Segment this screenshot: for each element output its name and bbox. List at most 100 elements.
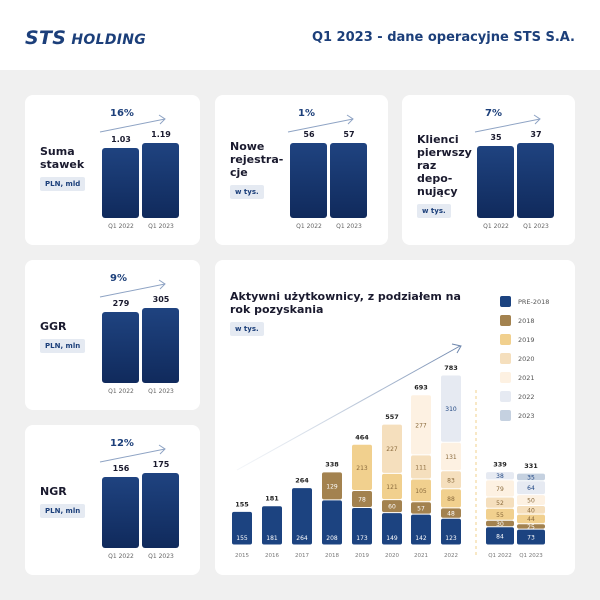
category-label: Q1 2022 xyxy=(488,553,512,559)
kpi-period-label: Q1 2023 xyxy=(523,223,549,230)
segment-label: 83 xyxy=(447,477,455,484)
kpi-value: 56 xyxy=(303,130,315,140)
kpi-value: 156 xyxy=(112,464,130,474)
legend-swatch xyxy=(500,353,511,364)
kpi-value: 35 xyxy=(490,133,502,143)
bar-segment-pre-2018 xyxy=(322,500,342,545)
bar-segment-2022 xyxy=(517,481,545,495)
segment-label: 25 xyxy=(527,524,535,531)
legend-swatch xyxy=(500,315,511,326)
kpi-bar xyxy=(517,143,554,218)
bar-segment-2018 xyxy=(382,500,402,513)
segment-label: 40 xyxy=(527,507,535,514)
bar-segment-pre-2018 xyxy=(486,527,514,545)
total-label: 338 xyxy=(325,461,339,469)
kpi-bar xyxy=(102,477,139,548)
kpi-period-label: Q1 2022 xyxy=(108,553,134,560)
legend-swatch xyxy=(500,391,511,402)
segment-label: 48 xyxy=(447,511,455,518)
bar-segment-2018 xyxy=(486,520,514,527)
segment-label: 129 xyxy=(326,483,338,490)
kpi-title: NGR xyxy=(40,485,67,498)
segment-label: 173 xyxy=(356,535,368,542)
bar-segment-pre-2018 xyxy=(441,518,461,545)
bar-segment-2020 xyxy=(486,497,514,508)
kpi-value: 305 xyxy=(152,295,170,304)
segment-label: 64 xyxy=(527,485,535,492)
category-label: 2020 xyxy=(385,553,399,559)
legend-swatch xyxy=(500,410,511,421)
segment-label: 44 xyxy=(527,516,535,523)
bar-segment-2019 xyxy=(411,479,431,502)
growth-arrow-icon xyxy=(99,279,166,298)
segment-label: 111 xyxy=(415,464,427,471)
kpi-bar xyxy=(142,473,179,548)
segment-label: 55 xyxy=(496,512,504,519)
segment-label: 123 xyxy=(445,535,457,542)
bar-segment-2020 xyxy=(517,505,545,514)
category-label: 2016 xyxy=(265,553,279,559)
logo: STS HOLDING xyxy=(25,27,147,49)
kpi-value: 175 xyxy=(152,460,170,469)
category-label: 2022 xyxy=(444,553,458,559)
legend-swatch xyxy=(500,334,511,345)
change-percent: 7% xyxy=(485,108,502,119)
bar-segment-2019 xyxy=(352,444,372,491)
kpi-period-label: Q1 2022 xyxy=(296,223,322,230)
growth-arrow-icon xyxy=(287,114,354,133)
bar-segment-2019 xyxy=(382,473,402,500)
kpi-period-label: Q1 2023 xyxy=(148,553,174,560)
legend-item: PRE-2018 xyxy=(500,292,549,311)
bar-segment-2021 xyxy=(517,495,545,505)
legend-label: PRE-2018 xyxy=(518,297,550,306)
segment-label: 121 xyxy=(386,484,398,491)
segment-label: 78 xyxy=(358,496,366,503)
chart-title: Aktywni użytkownicy, z podziałem na rok … xyxy=(230,290,461,316)
bar-segment-2018 xyxy=(441,508,461,518)
legend-swatch xyxy=(500,296,511,307)
bar-segment-2019 xyxy=(517,514,545,524)
legend-swatch xyxy=(500,372,511,383)
kpi-period-label: Q1 2022 xyxy=(108,388,134,395)
segment-label: 181 xyxy=(266,535,278,542)
segment-label: 30 xyxy=(496,521,504,528)
change-percent: 16% xyxy=(110,108,134,119)
kpi-bar xyxy=(290,143,327,218)
kpi-period-label: Q1 2023 xyxy=(148,223,174,230)
trend-arrow-head xyxy=(451,343,462,354)
segment-label: 84 xyxy=(496,533,504,540)
bar-segment-pre-2018 xyxy=(232,511,252,545)
legend-label: 2020 xyxy=(518,354,535,363)
legend-label: 2019 xyxy=(518,335,535,344)
segment-label: 52 xyxy=(496,500,504,507)
bar-segment-2022 xyxy=(441,375,461,442)
kpi-bar xyxy=(142,143,179,218)
kpi-value: 57 xyxy=(343,130,355,139)
legend-item: 2020 xyxy=(500,349,549,368)
segment-label: 310 xyxy=(445,406,457,413)
bar-segment-pre-2018 xyxy=(262,506,282,545)
kpi-bar xyxy=(142,308,179,383)
bar-segment-2018 xyxy=(411,502,431,514)
segment-label: 79 xyxy=(496,486,504,493)
bar-segment-pre-2018 xyxy=(411,514,431,545)
category-label: 2017 xyxy=(295,553,309,559)
total-label: 693 xyxy=(414,384,428,392)
kpi-period-label: Q1 2022 xyxy=(483,223,509,230)
segment-label: 208 xyxy=(326,535,338,542)
bar-segment-2021 xyxy=(411,395,431,455)
legend-label: 2022 xyxy=(518,392,535,401)
legend-item: 2019 xyxy=(500,330,549,349)
kpi-value: 1.03 xyxy=(111,134,131,144)
change-percent: 12% xyxy=(110,438,134,449)
bar-segment-2023 xyxy=(517,473,545,481)
segment-label: 155 xyxy=(236,535,248,542)
kpi-bar xyxy=(477,146,514,218)
category-label: 2015 xyxy=(235,553,249,559)
kpi-value: 1.19 xyxy=(151,130,171,139)
kpi-value: 37 xyxy=(530,130,542,139)
legend-item: 2018 xyxy=(500,311,549,330)
change-percent: 1% xyxy=(298,108,315,119)
segment-label: 227 xyxy=(386,446,398,453)
